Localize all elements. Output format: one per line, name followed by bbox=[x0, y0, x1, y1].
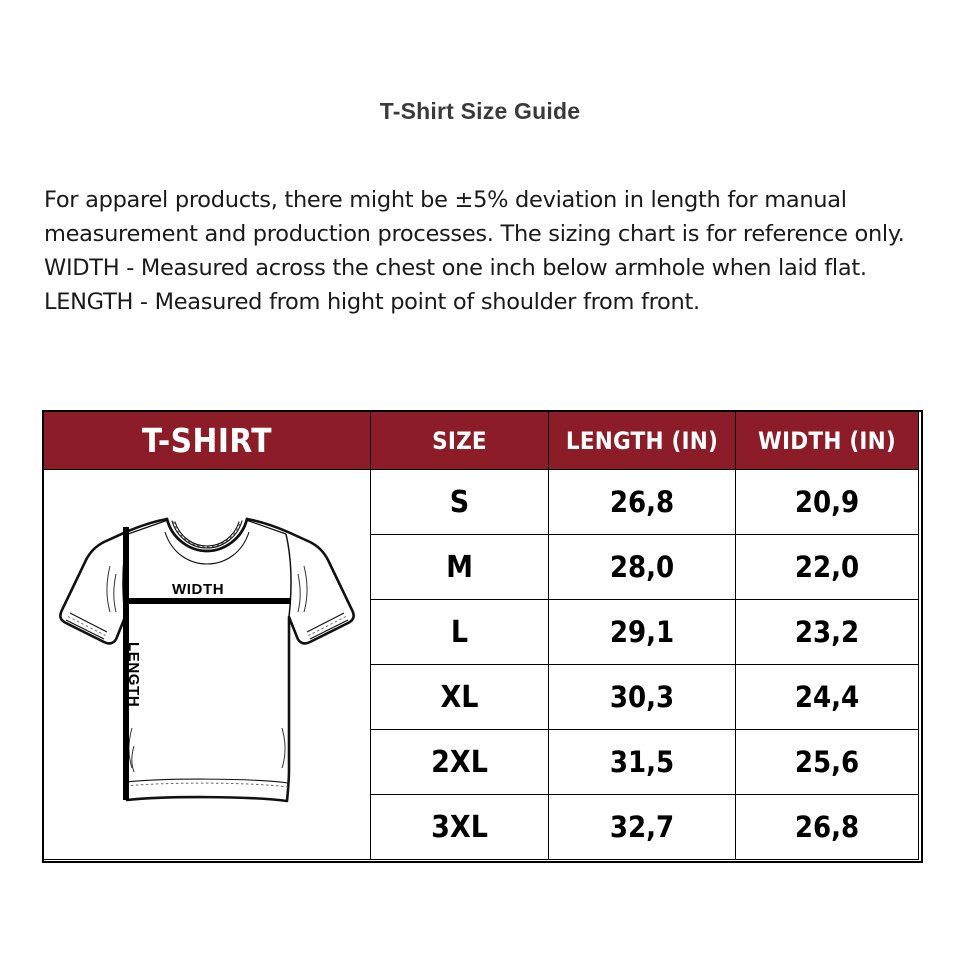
width-label: WIDTH bbox=[172, 581, 225, 598]
table-row: 2XL 31,5 25,6 bbox=[44, 729, 919, 795]
note-deviation: For apparel products, there might be ±5%… bbox=[44, 187, 905, 247]
size-chart-table: T-SHIRT SIZE LENGTH (IN) WIDTH (IN) bbox=[43, 411, 919, 860]
cell-length: 32,7 bbox=[548, 794, 736, 860]
page-title: T-Shirt Size Guide bbox=[379, 98, 581, 124]
tshirt-diagram: WIDTH LENGTH bbox=[44, 470, 370, 858]
cell-width: 20,9 bbox=[735, 469, 919, 535]
column-header-width: WIDTH (IN) bbox=[735, 411, 919, 470]
table-row: M 28,0 22,0 bbox=[44, 534, 919, 600]
cell-length: 26,8 bbox=[548, 469, 736, 535]
table-row: WIDTH LENGTH S 26,8 20,9 bbox=[43, 469, 919, 860]
tshirt-outline-icon bbox=[59, 517, 355, 803]
cell-size: 3XL bbox=[370, 794, 549, 860]
cell-size: S bbox=[370, 469, 549, 535]
cell-width: 23,2 bbox=[735, 599, 919, 665]
length-label: LENGTH bbox=[125, 642, 142, 708]
shirt-illustration-cell: WIDTH LENGTH bbox=[43, 469, 371, 860]
table-row: 3XL 32,7 26,8 bbox=[44, 794, 919, 860]
column-header-size: SIZE bbox=[370, 411, 549, 470]
table-header-row: T-SHIRT SIZE LENGTH (IN) WIDTH (IN) bbox=[43, 411, 919, 470]
cell-width: 25,6 bbox=[735, 729, 919, 795]
table-row: L 29,1 23,2 bbox=[44, 599, 919, 665]
cell-length: 31,5 bbox=[548, 729, 736, 795]
cell-size: L bbox=[370, 599, 549, 665]
cell-size: M bbox=[370, 534, 549, 600]
cell-size: XL bbox=[370, 664, 549, 730]
note-length: LENGTH - Measured from hight point of sh… bbox=[44, 289, 700, 315]
cell-width: 22,0 bbox=[735, 534, 919, 600]
cell-width: 26,8 bbox=[735, 794, 919, 860]
cell-length: 29,1 bbox=[548, 599, 736, 665]
cell-width: 24,4 bbox=[735, 664, 919, 730]
column-header-brand: T-SHIRT bbox=[43, 411, 371, 470]
column-header-length: LENGTH (IN) bbox=[548, 411, 736, 470]
cell-size: 2XL bbox=[370, 729, 549, 795]
cell-length: 28,0 bbox=[548, 534, 736, 600]
note-width: WIDTH - Measured across the chest one in… bbox=[44, 255, 867, 281]
notes-block: For apparel products, there might be ±5%… bbox=[44, 183, 922, 319]
cell-length: 30,3 bbox=[548, 664, 736, 730]
